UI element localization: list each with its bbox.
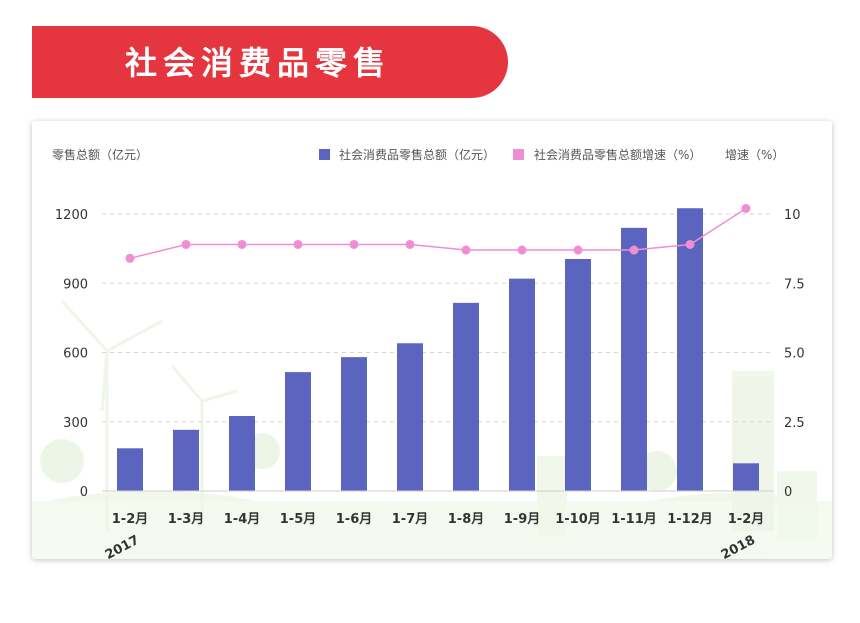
- x-tick-label: 1-7月: [392, 512, 429, 527]
- bar-series: [117, 208, 759, 491]
- line-point: [685, 239, 695, 249]
- x-tick-label: 1-3月: [168, 512, 205, 527]
- line-point: [293, 239, 303, 249]
- bar: [621, 227, 647, 491]
- line-point: [181, 239, 191, 249]
- legend-line-swatch: [513, 149, 524, 160]
- line-point: [125, 253, 135, 263]
- x-tick-label: 1-11月: [611, 512, 657, 527]
- page-title: 社会消费品零售: [125, 44, 392, 82]
- background-scenery: [32, 299, 832, 559]
- growth-line: [129, 207, 747, 260]
- left-tick-label: 1200: [55, 208, 88, 223]
- gridlines: [102, 213, 774, 423]
- bar: [285, 372, 311, 491]
- legend-bar-label: 社会消费品零售总额（亿元）: [339, 147, 495, 162]
- title-banner: [32, 26, 508, 98]
- right-tick-label: 2.5: [784, 416, 805, 431]
- legend: 社会消费品零售总额（亿元） 社会消费品零售总额增速（%）: [319, 147, 701, 162]
- x-tick-label: 1-12月: [667, 512, 713, 527]
- bar: [565, 259, 591, 491]
- x-tick-label: 1-4月: [224, 512, 261, 527]
- line-point: [405, 239, 415, 249]
- left-tick-label: 900: [63, 277, 88, 292]
- bar: [677, 208, 703, 491]
- line-point: [741, 203, 751, 213]
- x-tick-label: 1-6月: [336, 512, 373, 527]
- bar: [453, 302, 479, 491]
- right-tick-label: 10: [784, 208, 801, 223]
- line-series: [125, 203, 751, 263]
- bar: [173, 429, 199, 491]
- x-tick-label: 1-5月: [280, 512, 317, 527]
- x-tick-label: 1-10月: [555, 512, 601, 527]
- right-tick-label: 5.0: [784, 347, 805, 362]
- line-point: [629, 245, 639, 255]
- bar: [397, 343, 423, 491]
- line-point: [461, 245, 471, 255]
- left-tick-label: 300: [63, 416, 88, 431]
- legend-bar-swatch: [319, 149, 330, 160]
- legend-line-label: 社会消费品零售总额增速（%）: [534, 147, 701, 162]
- x-tick-label: 1-9月: [504, 512, 541, 527]
- line-point: [349, 239, 359, 249]
- line-point: [517, 245, 527, 255]
- x-tick-label: 1-2月: [728, 512, 765, 527]
- bar: [733, 463, 759, 491]
- right-axis-title: 增速（%）: [725, 148, 784, 162]
- line-point: [573, 245, 583, 255]
- bar: [509, 278, 535, 491]
- left-axis-title: 零售总额（亿元）: [52, 147, 148, 162]
- x-tick-label: 1-2月: [112, 512, 149, 527]
- chart-card: 0 300 600 900 1200 0 2.5 5.0 7.5 10 1-2月 1-3月 1-4月 1-…: [32, 121, 832, 559]
- chart: 0 300 600 900 1200 0 2.5 5.0 7.5 10 1-2月 1-3月 1-4月 1-…: [32, 147, 832, 559]
- line-point: [237, 239, 247, 249]
- bar: [341, 357, 367, 491]
- right-tick-label: 7.5: [784, 277, 805, 292]
- left-tick-label: 0: [80, 485, 88, 500]
- bar: [117, 448, 143, 491]
- left-tick-label: 600: [63, 347, 88, 362]
- bar: [229, 415, 255, 491]
- x-tick-label: 1-8月: [448, 512, 485, 527]
- right-tick-label: 0: [784, 485, 792, 500]
